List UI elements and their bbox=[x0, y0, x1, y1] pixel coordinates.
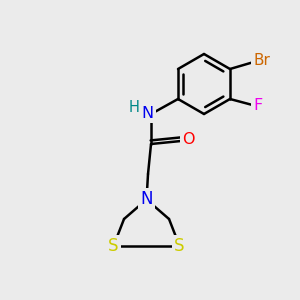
Text: N: N bbox=[141, 106, 154, 121]
Text: Br: Br bbox=[253, 53, 270, 68]
Text: S: S bbox=[174, 237, 185, 255]
Text: H: H bbox=[129, 100, 140, 115]
Text: N: N bbox=[140, 190, 153, 208]
Text: F: F bbox=[253, 98, 262, 113]
Text: S: S bbox=[108, 237, 119, 255]
Text: O: O bbox=[182, 132, 195, 147]
